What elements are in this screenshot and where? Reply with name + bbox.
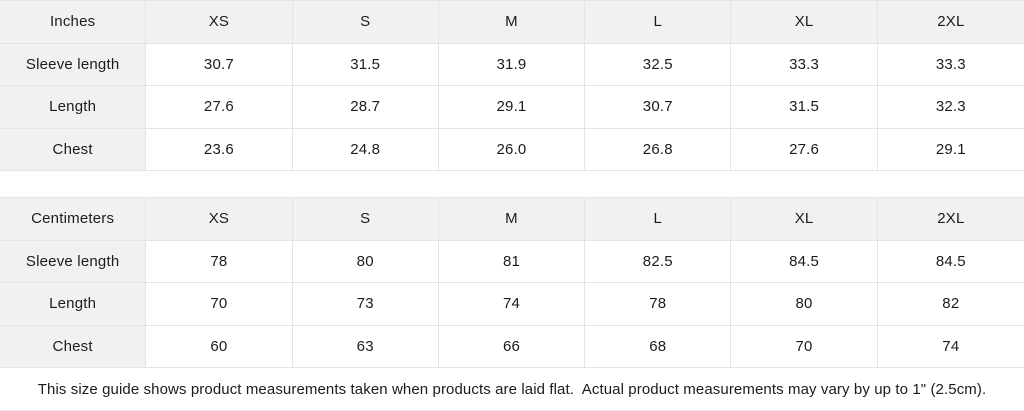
- measurement-cell: 27.6: [146, 86, 293, 128]
- measurement-cell: 66: [438, 325, 586, 367]
- measurement-cell: 60: [146, 325, 293, 367]
- row-label: Sleeve length: [0, 43, 147, 85]
- size-header-l: L: [585, 1, 732, 43]
- measurement-cell: 63: [292, 325, 439, 367]
- footer-note: This size guide shows product measuremen…: [0, 368, 1024, 411]
- measurement-cell: 23.6: [146, 128, 293, 170]
- measurement-cell: 27.6: [731, 128, 878, 170]
- measurement-cell: 31.9: [438, 43, 586, 85]
- table-row: Chest 60 63 66 68 70 74: [0, 325, 1024, 368]
- measurement-cell: 33.3: [877, 43, 1024, 85]
- measurement-cell: 30.7: [585, 86, 732, 128]
- size-header-2xl: 2XL: [877, 1, 1024, 43]
- size-header-xs: XS: [146, 198, 293, 240]
- table-row: Chest 23.6 24.8 26.0 26.8 27.6 29.1: [0, 128, 1024, 171]
- table-row: Length 27.6 28.7 29.1 30.7 31.5 32.3: [0, 86, 1024, 129]
- measurement-cell: 78: [585, 283, 732, 325]
- size-header-2xl: 2XL: [877, 198, 1024, 240]
- size-header-m: M: [438, 1, 586, 43]
- measurement-cell: 26.8: [585, 128, 732, 170]
- measurement-cell: 70: [146, 283, 293, 325]
- measurement-cell: 84.5: [877, 240, 1024, 282]
- table-gap: [0, 171, 1024, 197]
- size-header-s: S: [292, 1, 439, 43]
- measurement-cell: 84.5: [731, 240, 878, 282]
- unit-header-centimeters: Centimeters: [0, 198, 147, 240]
- measurement-cell: 80: [292, 240, 439, 282]
- size-header-xs: XS: [146, 1, 293, 43]
- centimeters-header-row: Centimeters XS S M L XL 2XL: [0, 198, 1024, 241]
- measurement-cell: 81: [438, 240, 586, 282]
- table-row: Length 70 73 74 78 80 82: [0, 283, 1024, 326]
- unit-header-inches: Inches: [0, 1, 147, 43]
- row-label: Sleeve length: [0, 240, 147, 282]
- size-header-l: L: [585, 198, 732, 240]
- row-label: Chest: [0, 325, 147, 367]
- row-label: Length: [0, 86, 147, 128]
- measurement-cell: 31.5: [292, 43, 439, 85]
- measurement-cell: 32.3: [877, 86, 1024, 128]
- size-header-xl: XL: [731, 1, 878, 43]
- measurement-cell: 24.8: [292, 128, 439, 170]
- measurement-cell: 82.5: [585, 240, 732, 282]
- measurement-cell: 33.3: [731, 43, 878, 85]
- table-row: Sleeve length 30.7 31.5 31.9 32.5 33.3 3…: [0, 43, 1024, 86]
- measurement-cell: 74: [438, 283, 586, 325]
- measurement-cell: 68: [585, 325, 732, 367]
- measurement-cell: 31.5: [731, 86, 878, 128]
- measurement-cell: 73: [292, 283, 439, 325]
- measurement-cell: 28.7: [292, 86, 439, 128]
- measurement-cell: 78: [146, 240, 293, 282]
- inches-header-row: Inches XS S M L XL 2XL: [0, 1, 1024, 44]
- inches-table: Inches XS S M L XL 2XL Sleeve length 30.…: [0, 0, 1024, 171]
- row-label: Length: [0, 283, 147, 325]
- measurement-cell: 29.1: [438, 86, 586, 128]
- table-row: Sleeve length 78 80 81 82.5 84.5 84.5: [0, 240, 1024, 283]
- measurement-cell: 32.5: [585, 43, 732, 85]
- row-label: Chest: [0, 128, 147, 170]
- measurement-cell: 74: [877, 325, 1024, 367]
- measurement-cell: 80: [731, 283, 878, 325]
- size-header-m: M: [438, 198, 586, 240]
- size-header-xl: XL: [731, 198, 878, 240]
- size-header-s: S: [292, 198, 439, 240]
- measurement-cell: 26.0: [438, 128, 586, 170]
- measurement-cell: 29.1: [877, 128, 1024, 170]
- centimeters-table: Centimeters XS S M L XL 2XL Sleeve lengt…: [0, 197, 1024, 368]
- measurement-cell: 30.7: [146, 43, 293, 85]
- measurement-cell: 82: [877, 283, 1024, 325]
- measurement-cell: 70: [731, 325, 878, 367]
